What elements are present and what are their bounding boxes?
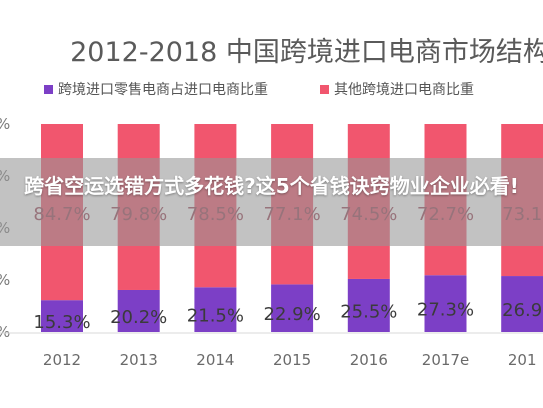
data-label-retail-2016: 25.5%: [340, 301, 397, 322]
legend-swatch-other: [320, 85, 329, 94]
data-label-retail-2012: 15.3%: [33, 312, 90, 333]
bar-retail-2017e: [424, 275, 467, 332]
x-tick-label-2014: 2014: [196, 351, 234, 369]
bar-retail-2014: [194, 287, 237, 332]
data-label-retail-2013: 20.2%: [110, 307, 167, 328]
overlay-banner: [0, 158, 543, 246]
x-tick-label-2018e: 201: [508, 351, 537, 369]
bar-retail-2013: [117, 289, 160, 332]
legend-label-other: 其他跨境进口电商比重: [334, 82, 474, 98]
data-label-retail-2015: 22.9%: [264, 304, 321, 325]
x-tick-label-2013: 2013: [120, 351, 158, 369]
x-tick-label-2017e: 2017e: [422, 351, 469, 369]
data-label-retail-2014: 21.5%: [187, 306, 244, 327]
data-label-retail-2018e: 26.9: [502, 300, 542, 321]
y-tick-label-1: %: [0, 271, 10, 289]
overlay-headline: 跨省空运选错方式多花钱?这5个省钱诀窍物业企业必看!: [24, 174, 519, 198]
legend-swatch-retail: [44, 85, 53, 94]
legend-label-retail: 跨境进口零售电商占进口电商比重: [58, 82, 268, 98]
x-tick-label-2012: 2012: [43, 351, 81, 369]
y-tick-label-4: %: [0, 115, 10, 133]
x-tick-label-2016: 2016: [350, 351, 388, 369]
bar-retail-2015: [271, 284, 314, 332]
chart-title: 2012-2018 中国跨境进口电商市场结构: [70, 37, 543, 68]
bar-retail-2012: [41, 300, 83, 332]
y-tick-label-0: %: [0, 323, 10, 341]
bar-retail-2016: [347, 278, 390, 332]
data-label-retail-2017e: 27.3%: [417, 300, 474, 321]
x-tick-label-2015: 2015: [273, 351, 311, 369]
bar-retail-2018e: [501, 276, 543, 332]
